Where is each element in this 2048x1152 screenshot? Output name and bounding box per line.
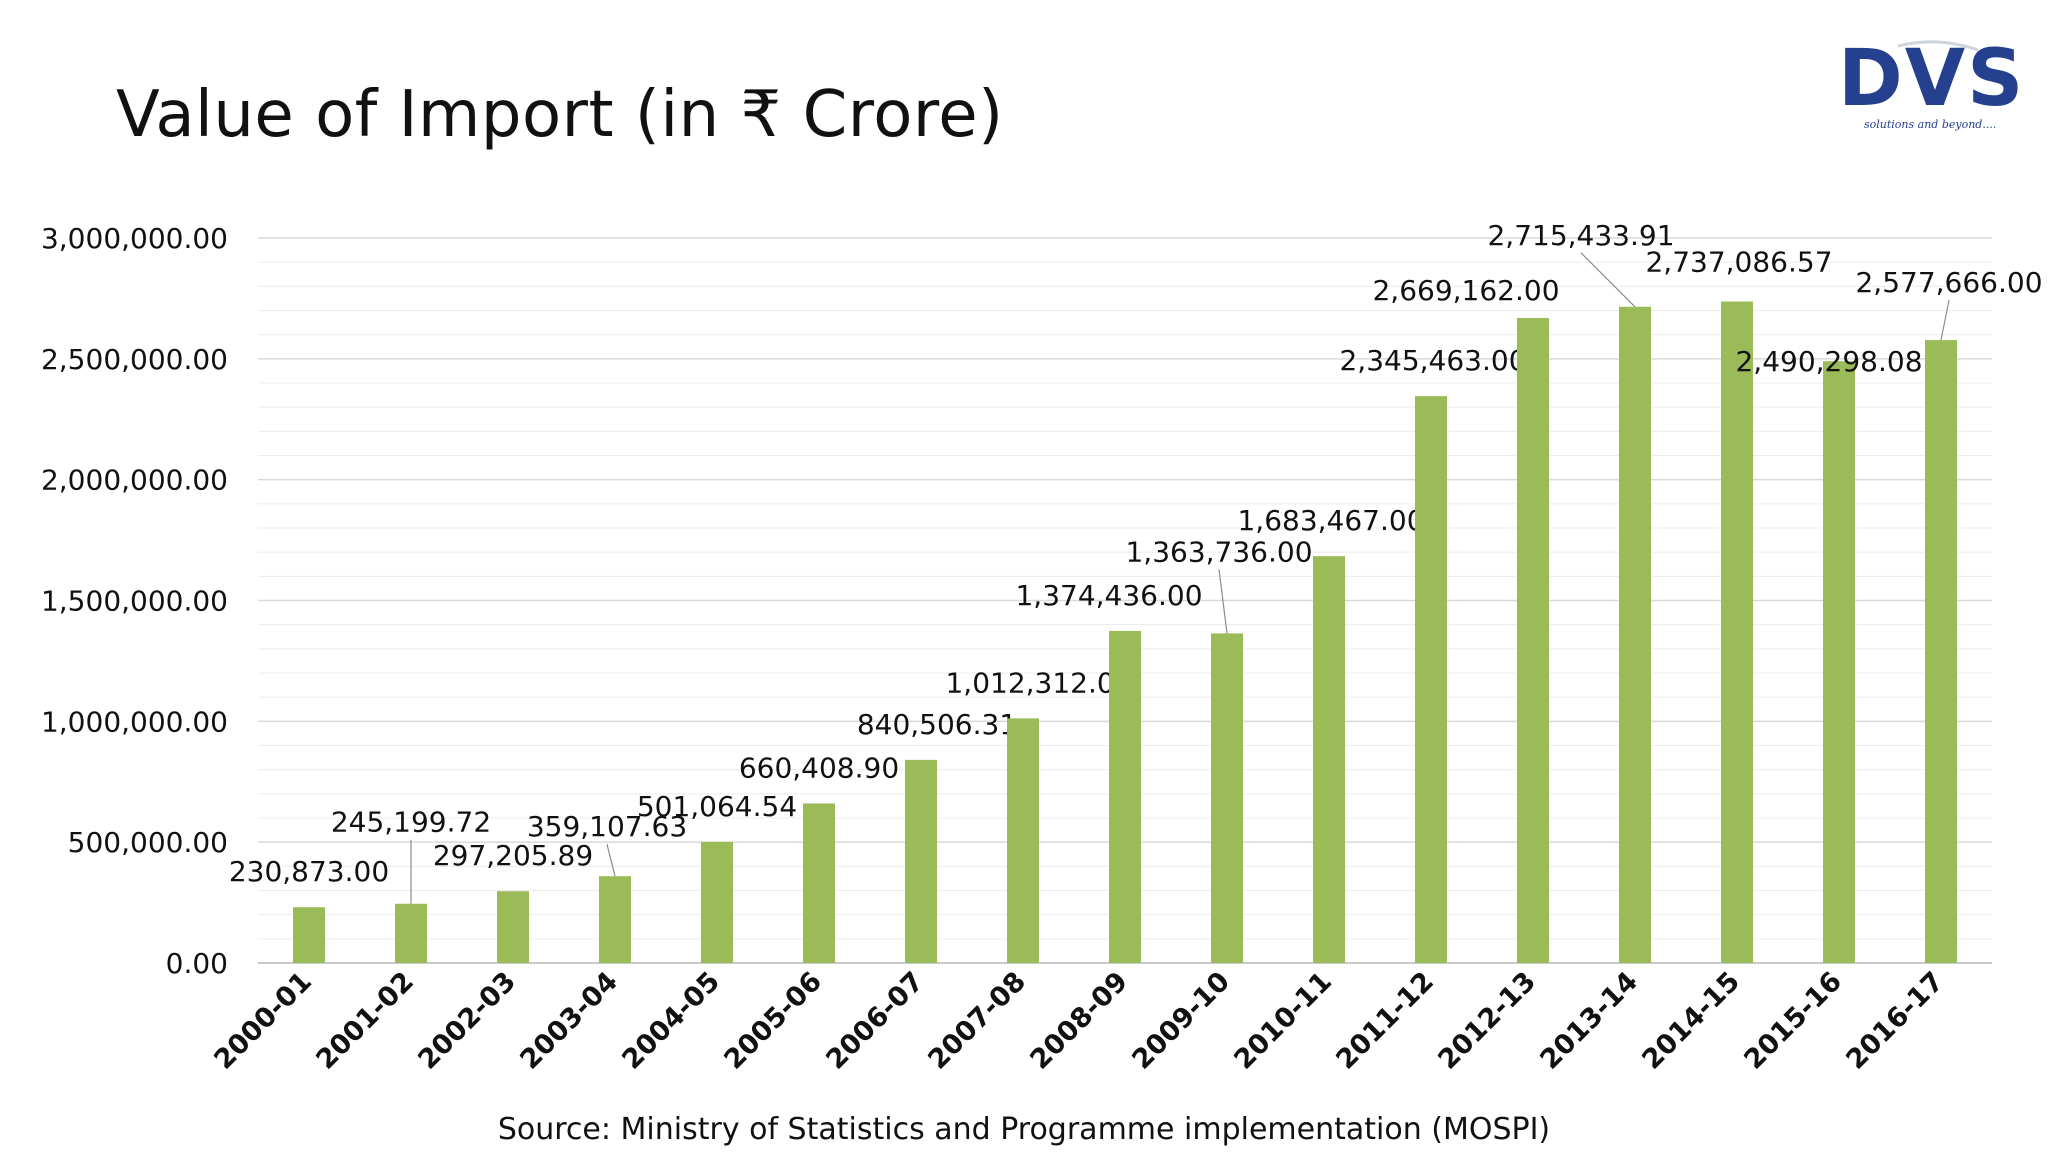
y-tick-label: 2,500,000.00 — [41, 343, 228, 376]
x-tick-label: 2010-11 — [1228, 966, 1338, 1076]
x-tick-label: 2012-13 — [1432, 966, 1542, 1076]
data-label: 359,107.63 — [527, 810, 687, 843]
data-label: 245,199.72 — [331, 806, 491, 839]
x-tick-label: 2006-07 — [820, 966, 930, 1076]
y-tick-label: 0.00 — [166, 947, 228, 980]
chart-bar — [497, 891, 529, 963]
x-tick-label: 2008-09 — [1024, 966, 1134, 1076]
x-tick-label: 2009-10 — [1126, 966, 1236, 1076]
x-tick-label: 2011-12 — [1330, 966, 1440, 1076]
source-note: Source: Ministry of Statistics and Progr… — [497, 1112, 1551, 1147]
data-label: 1,012,312.00 — [945, 666, 1132, 699]
data-label: 2,490,298.08 — [1735, 345, 1922, 378]
chart-bar — [599, 876, 631, 963]
chart-bar — [1619, 306, 1651, 963]
x-tick-label: 2013-14 — [1534, 966, 1644, 1076]
x-tick-label: 2014-15 — [1636, 966, 1746, 1076]
chart-bar — [1211, 633, 1243, 963]
y-tick-label: 500,000.00 — [68, 826, 228, 859]
y-tick-label: 1,500,000.00 — [41, 585, 228, 618]
y-tick-label: 3,000,000.00 — [41, 222, 228, 255]
chart-bar — [293, 907, 325, 963]
chart-bar — [803, 803, 835, 963]
y-tick-label: 2,000,000.00 — [41, 464, 228, 497]
dvs-logo: DVS solutions and beyond.... — [1838, 36, 2038, 136]
x-tick-label: 2001-02 — [310, 966, 420, 1076]
data-label: 297,205.89 — [433, 839, 593, 872]
chart-bar — [905, 759, 937, 963]
chart-bar — [1313, 556, 1345, 963]
data-label: 501,064.54 — [637, 790, 797, 823]
data-label: 2,737,086.57 — [1645, 246, 1832, 279]
data-label: 2,715,433.91 — [1487, 219, 1674, 252]
x-tick-label: 2005-06 — [718, 966, 828, 1076]
data-label: 840,506.31 — [857, 708, 1017, 741]
chart-bar — [1109, 630, 1141, 963]
data-label: 2,577,666.00 — [1855, 266, 2042, 299]
x-tick-label: 2003-04 — [514, 966, 624, 1076]
chart-bar — [1925, 340, 1957, 963]
chart-bar — [1721, 301, 1753, 963]
data-label-leader — [606, 844, 616, 877]
data-label: 2,669,162.00 — [1372, 274, 1559, 307]
chart-bar — [701, 841, 733, 963]
data-label: 2,345,463.00 — [1339, 344, 1526, 377]
data-label: 1,374,436.00 — [1015, 579, 1202, 612]
chart-bar — [1415, 396, 1447, 963]
logo-swoosh-icon — [1897, 40, 1979, 52]
y-tick-label: 1,000,000.00 — [41, 705, 228, 738]
chart-bar — [1517, 317, 1549, 963]
x-tick-label: 2007-08 — [922, 966, 1032, 1076]
x-tick-label: 2002-03 — [412, 966, 522, 1076]
bar-chart: 0.00 500,000.00 1,000,000.00 1,500,000.00 2,… — [41, 219, 2043, 1076]
logo-tagline: solutions and beyond.... — [1864, 118, 1997, 131]
x-tick-label: 2004-05 — [616, 966, 726, 1076]
data-label: 1,683,467.00 — [1237, 504, 1424, 537]
page-title: Value of Import (in ₹ Crore) — [116, 78, 1004, 152]
chart-bar — [395, 903, 427, 963]
data-label: 1,363,736.00 — [1125, 535, 1312, 568]
logo-text: DVS — [1838, 34, 2026, 124]
data-label-leader — [1580, 252, 1636, 308]
chart-bar — [1007, 718, 1039, 963]
data-label-leader — [1218, 569, 1228, 634]
chart-bar — [1823, 361, 1855, 963]
x-tick-label: 2016-17 — [1840, 966, 1950, 1076]
data-label: 230,873.00 — [229, 855, 389, 888]
data-label-leader — [1940, 299, 1950, 341]
x-tick-label: 2015-16 — [1738, 966, 1848, 1076]
x-tick-label: 2000-01 — [208, 966, 318, 1076]
data-label: 660,408.90 — [739, 751, 899, 784]
